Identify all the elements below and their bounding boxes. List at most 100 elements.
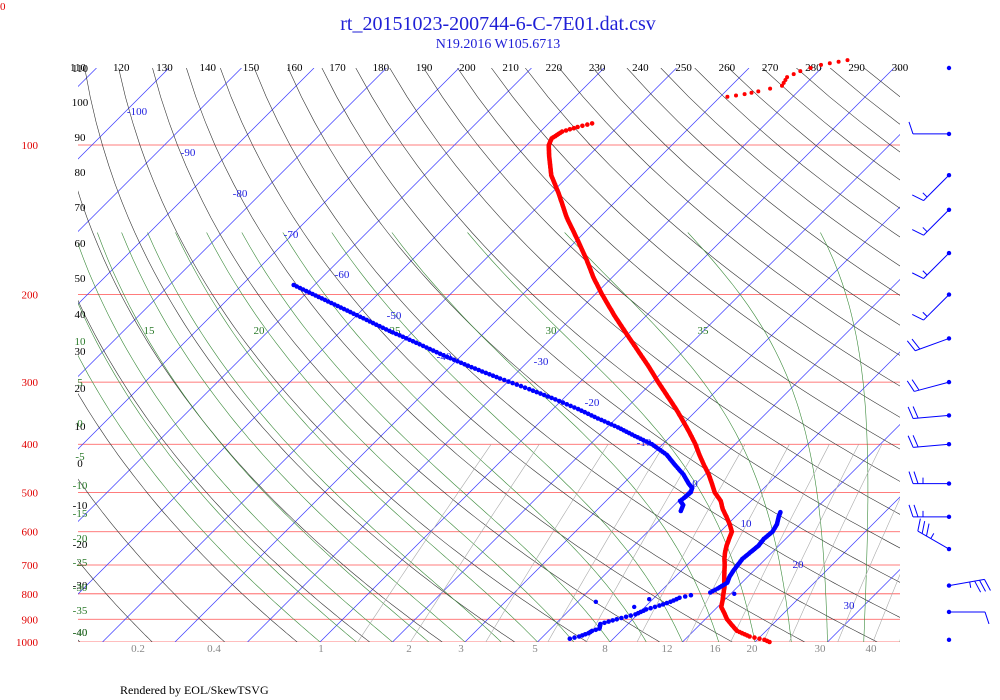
wind-barb-flag bbox=[913, 504, 919, 518]
dry-adiabat bbox=[897, 68, 900, 70]
dry-adiabat bbox=[152, 68, 660, 642]
moist-adiabat-left-label: -15 bbox=[73, 508, 88, 520]
isotherm-line bbox=[0, 68, 24, 642]
wind-barb-staff bbox=[913, 443, 950, 448]
moist-adiabat bbox=[241, 232, 611, 642]
theta-tick-label: 120 bbox=[113, 62, 130, 74]
moist-adiabat-tick-label: 35 bbox=[698, 325, 710, 337]
theta-tick-label: 130 bbox=[156, 62, 173, 74]
dewpoint-point bbox=[494, 374, 499, 380]
dewpoint-point bbox=[598, 621, 603, 627]
dry-adiabat bbox=[830, 68, 900, 125]
wind-barb-flag bbox=[907, 435, 914, 448]
dewpoint-point bbox=[648, 605, 653, 611]
dewpoint-point bbox=[572, 405, 577, 410]
temperature-point bbox=[780, 83, 784, 88]
wind-barb bbox=[946, 578, 991, 593]
left-tick-label: 110 bbox=[72, 63, 89, 75]
wind-barb bbox=[908, 121, 952, 137]
dewpoint-point bbox=[619, 615, 624, 621]
temperature-point bbox=[742, 92, 747, 97]
mixing-ratio-tick-label: 16 bbox=[710, 643, 722, 655]
wind-barb-staff bbox=[917, 530, 950, 550]
dewpoint-point bbox=[479, 369, 485, 374]
dewpoint-point bbox=[602, 620, 607, 626]
wind-barb bbox=[946, 65, 952, 71]
footer-credit: Rendered by EOL/SkewTSVG bbox=[120, 683, 269, 697]
dry-adiabat bbox=[355, 68, 900, 549]
dry-adiabat bbox=[558, 68, 900, 356]
left-tick-label: -20 bbox=[73, 539, 88, 551]
temperature-point bbox=[749, 90, 754, 95]
moist-adiabat-left-label: -5 bbox=[75, 451, 85, 463]
wind-barb bbox=[906, 379, 952, 392]
wind-barb-station bbox=[946, 637, 952, 643]
wind-barb-flag bbox=[984, 579, 991, 591]
dewpoint-point bbox=[472, 366, 478, 371]
wind-barb bbox=[946, 609, 990, 625]
wind-barb bbox=[912, 172, 952, 202]
dry-adiabat bbox=[660, 68, 900, 267]
left-tick-label: 20 bbox=[75, 383, 87, 395]
moist-adiabat-left-label: -35 bbox=[73, 605, 88, 617]
isotherm-tick-label: -50 bbox=[387, 310, 402, 322]
left-tick-label: -30 bbox=[73, 580, 88, 592]
left-tick-label: 0 bbox=[77, 458, 83, 470]
dry-adiabat bbox=[0, 68, 7, 642]
mixing-ratio-tick-label: 1 bbox=[318, 643, 324, 655]
dry-adiabat bbox=[728, 68, 900, 209]
left-tick-label: -10 bbox=[73, 500, 88, 512]
left-tick-label: 50 bbox=[75, 273, 87, 285]
left-tick-label: 30 bbox=[75, 346, 87, 358]
dewpoint-point bbox=[458, 360, 464, 366]
dry-adiabat bbox=[592, 68, 900, 326]
moist-adiabat-tick-label: 20 bbox=[254, 325, 266, 337]
temperature-point bbox=[783, 78, 788, 82]
wind-barb-station bbox=[946, 65, 952, 71]
temperature-point bbox=[559, 129, 565, 134]
dewpoint-point bbox=[778, 509, 783, 515]
temperature-point bbox=[563, 128, 569, 133]
wind-barb-half-flag bbox=[930, 533, 935, 539]
isotherm-line bbox=[102, 68, 677, 642]
wind-barb-half-flag bbox=[922, 227, 928, 233]
wind-barb-column bbox=[906, 65, 991, 643]
dewpoint-point bbox=[606, 619, 611, 624]
theta-tick-label: 280 bbox=[805, 62, 822, 74]
dewpoint-point bbox=[541, 392, 547, 398]
dewpoint-point bbox=[614, 617, 620, 622]
temperature-point bbox=[575, 124, 580, 130]
temperature-point bbox=[571, 125, 577, 131]
theta-tick-label: 140 bbox=[200, 62, 217, 74]
dewpoint-point bbox=[451, 357, 457, 363]
isotherm-line bbox=[319, 68, 895, 642]
wind-barb-half-flag bbox=[922, 270, 928, 276]
wind-barb bbox=[912, 250, 952, 279]
wind-barb-staff bbox=[923, 209, 950, 236]
theta-tick-label: 110 bbox=[70, 62, 87, 74]
dewpoint-point bbox=[527, 386, 532, 392]
theta-tick-label: 210 bbox=[502, 62, 519, 74]
mixing-ratio-tick-label: 20 bbox=[747, 643, 759, 655]
temperature-point bbox=[785, 75, 790, 80]
mixing-ratio-line bbox=[730, 444, 830, 642]
isotherm-line bbox=[464, 206, 900, 642]
theta-tick-label: 160 bbox=[286, 62, 303, 74]
dry-adiabat bbox=[321, 68, 900, 583]
dewpoint-point bbox=[538, 391, 543, 396]
dry-adiabat bbox=[78, 299, 370, 642]
wind-barb bbox=[912, 207, 952, 236]
dewpoint-point bbox=[568, 403, 573, 409]
left-tick-label: 100 bbox=[72, 97, 89, 109]
left-tick-label: 80 bbox=[75, 167, 87, 179]
pressure-tick-label: 700 bbox=[22, 560, 39, 572]
dewpoint-point bbox=[530, 388, 536, 394]
isotherm-line bbox=[78, 68, 315, 305]
mixing-ratio-tick-label: 12 bbox=[662, 643, 673, 655]
dry-adiabat bbox=[423, 68, 900, 482]
temperature-point bbox=[781, 80, 786, 85]
dewpoint-point bbox=[560, 400, 566, 405]
dry-adiabat bbox=[525, 68, 900, 387]
temperature-point bbox=[725, 94, 730, 99]
